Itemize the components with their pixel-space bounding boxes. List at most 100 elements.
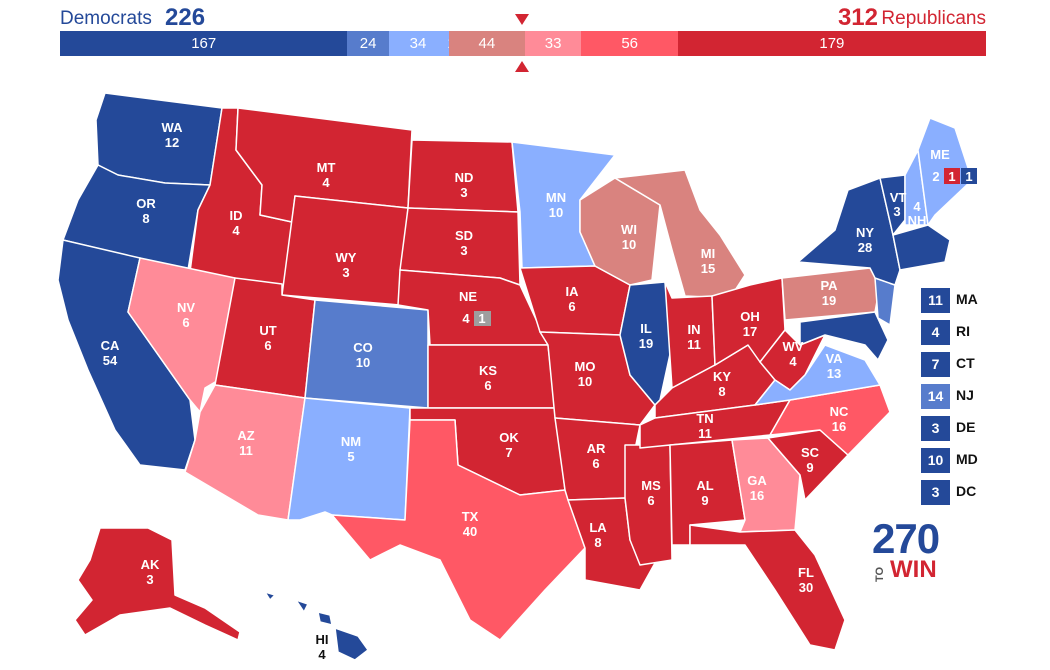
label-OR-ev: 8: [142, 211, 149, 226]
label-NE-ev: 4: [462, 311, 470, 326]
label-KY-ev: 8: [718, 384, 725, 399]
state-NJ[interactable]: [874, 277, 896, 326]
label-VT-ev: 3: [893, 204, 900, 219]
label-IA-abbr: IA: [566, 284, 580, 299]
state-WA[interactable]: [95, 92, 223, 186]
label-MS-abbr: MS: [641, 478, 661, 493]
democrats-label: Democrats: [60, 8, 152, 29]
label-UT-ev: 6: [264, 338, 271, 353]
bar-segment[interactable]: 167: [60, 31, 348, 56]
label-WY-abbr: WY: [336, 250, 357, 265]
label-MN-abbr: MN: [546, 190, 566, 205]
label-WV-abbr: WV: [783, 339, 804, 354]
label-AZ-ev: 11: [239, 443, 253, 458]
me-district-box-1[interactable]: [944, 168, 960, 184]
legend-state-abbr: CT: [956, 355, 975, 371]
legend-state-abbr: MA: [956, 291, 978, 307]
label-AR-abbr: AR: [587, 441, 606, 456]
label-AK-abbr: AK: [141, 557, 160, 572]
label-VA-ev: 13: [827, 366, 841, 381]
state-TX[interactable]: [331, 419, 586, 641]
legend-ev-box[interactable]: 3: [921, 416, 950, 441]
label-CA-ev: 54: [103, 353, 118, 368]
state-MI[interactable]: [614, 169, 746, 299]
label-MT-abbr: MT: [317, 160, 336, 175]
legend-row[interactable]: 14 NJ: [921, 384, 1041, 416]
republicans-label: Republicans: [881, 8, 986, 29]
tally-header: Democrats 226 312 Republicans: [60, 4, 986, 32]
state-HI[interactable]: [334, 627, 369, 661]
label-NY-abbr: NY: [856, 225, 874, 240]
legend-ev-box[interactable]: 14: [921, 384, 950, 409]
label-MI-abbr: MI: [701, 246, 715, 261]
label-OK-abbr: OK: [499, 430, 519, 445]
legend-ev-box[interactable]: 3: [921, 480, 950, 505]
label-MO-ev: 10: [578, 374, 592, 389]
bar-segment[interactable]: 56: [581, 31, 678, 56]
label-VA-abbr: VA: [825, 351, 843, 366]
legend-row[interactable]: 3 DE: [921, 416, 1041, 448]
label-CA-abbr: CA: [101, 338, 120, 353]
label-NC-abbr: NC: [830, 404, 849, 419]
label-WV-ev: 4: [789, 354, 797, 369]
legend-ev-box[interactable]: 7: [921, 352, 950, 377]
label-ME-abbr: ME: [930, 147, 950, 162]
legend-row[interactable]: 3 DC: [921, 480, 1041, 512]
270-marker-bottom-icon: [515, 61, 529, 72]
bar-segment[interactable]: 44: [448, 31, 525, 56]
state-AK[interactable]: [74, 527, 241, 641]
label-NC-ev: 16: [832, 419, 846, 434]
legend-row[interactable]: 4 RI: [921, 320, 1041, 352]
legend-ev-box[interactable]: 10: [921, 448, 950, 473]
legend-state-abbr: NJ: [956, 387, 974, 403]
electoral-vote-bar: 16724341443356179: [60, 31, 986, 56]
label-NV-abbr: NV: [177, 300, 195, 315]
label-TX-ev: 40: [463, 524, 477, 539]
label-ND-abbr: ND: [455, 170, 474, 185]
label-LA-abbr: LA: [589, 520, 607, 535]
legend-state-abbr: RI: [956, 323, 970, 339]
democrats-total: 226: [165, 4, 206, 31]
label-IN-ev: 11: [687, 337, 701, 352]
legend-row[interactable]: 11 MA: [921, 288, 1041, 320]
label-SC-abbr: SC: [801, 445, 820, 460]
label-WA-ev: 12: [165, 135, 179, 150]
label-GA-abbr: GA: [747, 473, 767, 488]
legend-ev-box[interactable]: 11: [921, 288, 950, 313]
label-IA-ev: 6: [568, 299, 575, 314]
bar-segment[interactable]: 179: [677, 31, 986, 56]
legend-row[interactable]: 10 MD: [921, 448, 1041, 480]
label-CO-ev: 10: [356, 355, 370, 370]
label-NE-abbr: NE: [459, 289, 477, 304]
label-ID-ev: 4: [232, 223, 240, 238]
label-ND-ev: 3: [460, 185, 467, 200]
label-GA-ev: 16: [750, 488, 764, 503]
label-IN-abbr: IN: [688, 322, 701, 337]
state-HI-island-3[interactable]: [295, 599, 309, 613]
bar-segment[interactable]: 1: [447, 31, 449, 56]
logo-to: TO: [874, 566, 886, 582]
legend-ev-box[interactable]: 4: [921, 320, 950, 345]
state-MA-CT-RI[interactable]: [892, 224, 951, 271]
state-HI-island-4[interactable]: [264, 591, 276, 601]
label-ID-abbr: ID: [230, 208, 243, 223]
label-OH-ev: 17: [743, 324, 757, 339]
bar-segment[interactable]: 33: [524, 31, 582, 56]
bar-segment[interactable]: 24: [347, 31, 389, 56]
logo-win: WIN: [890, 556, 937, 583]
ne-district-box[interactable]: [474, 311, 491, 326]
label-KS-ev: 6: [484, 378, 491, 393]
label-AK-ev: 3: [146, 572, 153, 587]
me-district-box-2[interactable]: [961, 168, 977, 184]
state-VA[interactable]: [754, 344, 881, 406]
state-HI-island-2[interactable]: [317, 611, 333, 626]
bar-segment[interactable]: 34: [388, 31, 448, 56]
legend-row[interactable]: 7 CT: [921, 352, 1041, 384]
state-FL[interactable]: [689, 524, 846, 651]
label-TX-abbr: TX: [462, 509, 479, 524]
label-ME-district-2: 1: [965, 169, 972, 184]
label-IL-ev: 19: [639, 336, 653, 351]
legend-state-abbr: DC: [956, 483, 977, 499]
270towin-logo: 270 TO WIN: [872, 518, 952, 588]
label-KS-abbr: KS: [479, 363, 497, 378]
